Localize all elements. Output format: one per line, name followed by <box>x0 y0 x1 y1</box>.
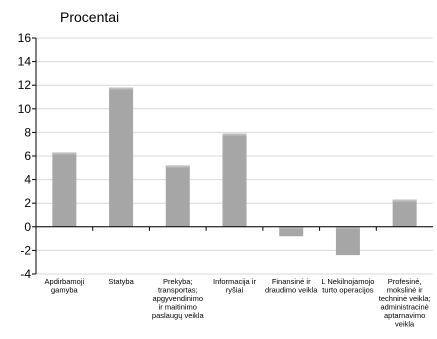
bar <box>279 226 304 237</box>
bar <box>222 133 247 227</box>
category-label: Prekyba; transportas; apgyvendinimo ir mait… <box>152 277 205 320</box>
y-tick-label: 0 <box>24 220 31 234</box>
bar <box>392 199 417 227</box>
bar <box>109 87 134 227</box>
y-tick-label: 6 <box>24 149 31 163</box>
bar-edge <box>279 226 304 229</box>
y-tick-label: 4 <box>24 173 31 187</box>
bar-edge <box>165 165 190 168</box>
bar <box>335 226 360 256</box>
y-tick-label: -4 <box>20 267 31 281</box>
category-label: L Nekilnojamojo turto operacijos <box>321 277 374 295</box>
category-label: Apdirbamoji gamyba <box>45 277 85 295</box>
category-label: Profesinė, mokslinė ir techninė veikla; adm… <box>379 277 431 329</box>
y-tick-label: 8 <box>24 125 31 139</box>
y-tick-label: -2 <box>20 243 31 257</box>
bar <box>165 165 190 227</box>
category-label: Informacija ir ryšiai <box>213 277 256 295</box>
y-tick-label: 2 <box>24 196 31 210</box>
bar-edge <box>392 199 417 202</box>
y-tick-label: 14 <box>18 55 32 69</box>
bar-edge <box>335 226 360 229</box>
bar-edge <box>109 87 134 90</box>
y-tick-label: 10 <box>18 102 32 116</box>
y-axis-label: Procentai <box>60 9 120 25</box>
y-tick-label: 12 <box>18 78 32 92</box>
category-label: Finansinė ir draudimo veikla <box>265 277 318 295</box>
category-label: Statyba <box>108 277 134 286</box>
bar-edge <box>52 152 77 155</box>
bar <box>52 152 77 227</box>
y-tick-label: 16 <box>18 31 32 45</box>
bar-edge <box>222 133 247 136</box>
